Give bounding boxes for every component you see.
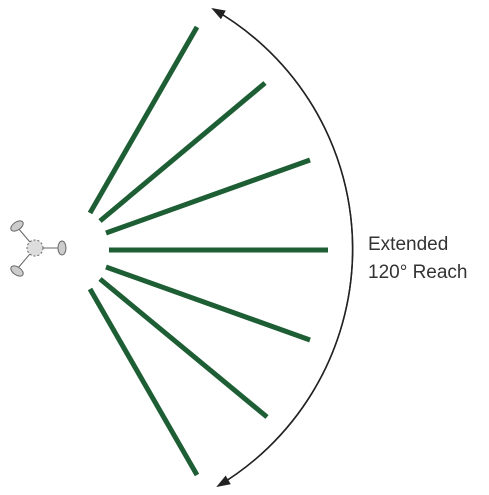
spray-lines [87,25,328,477]
spray-line [98,81,267,223]
label-line: 120° Reach [368,262,468,283]
spray-line [98,277,269,419]
spray-line [87,287,200,477]
spray-line [105,157,311,236]
spray-line [105,264,311,343]
reach-arc [212,8,354,488]
spray-line [87,25,200,215]
sprinkler-icon [10,220,67,277]
label-line: Extended [368,234,448,255]
